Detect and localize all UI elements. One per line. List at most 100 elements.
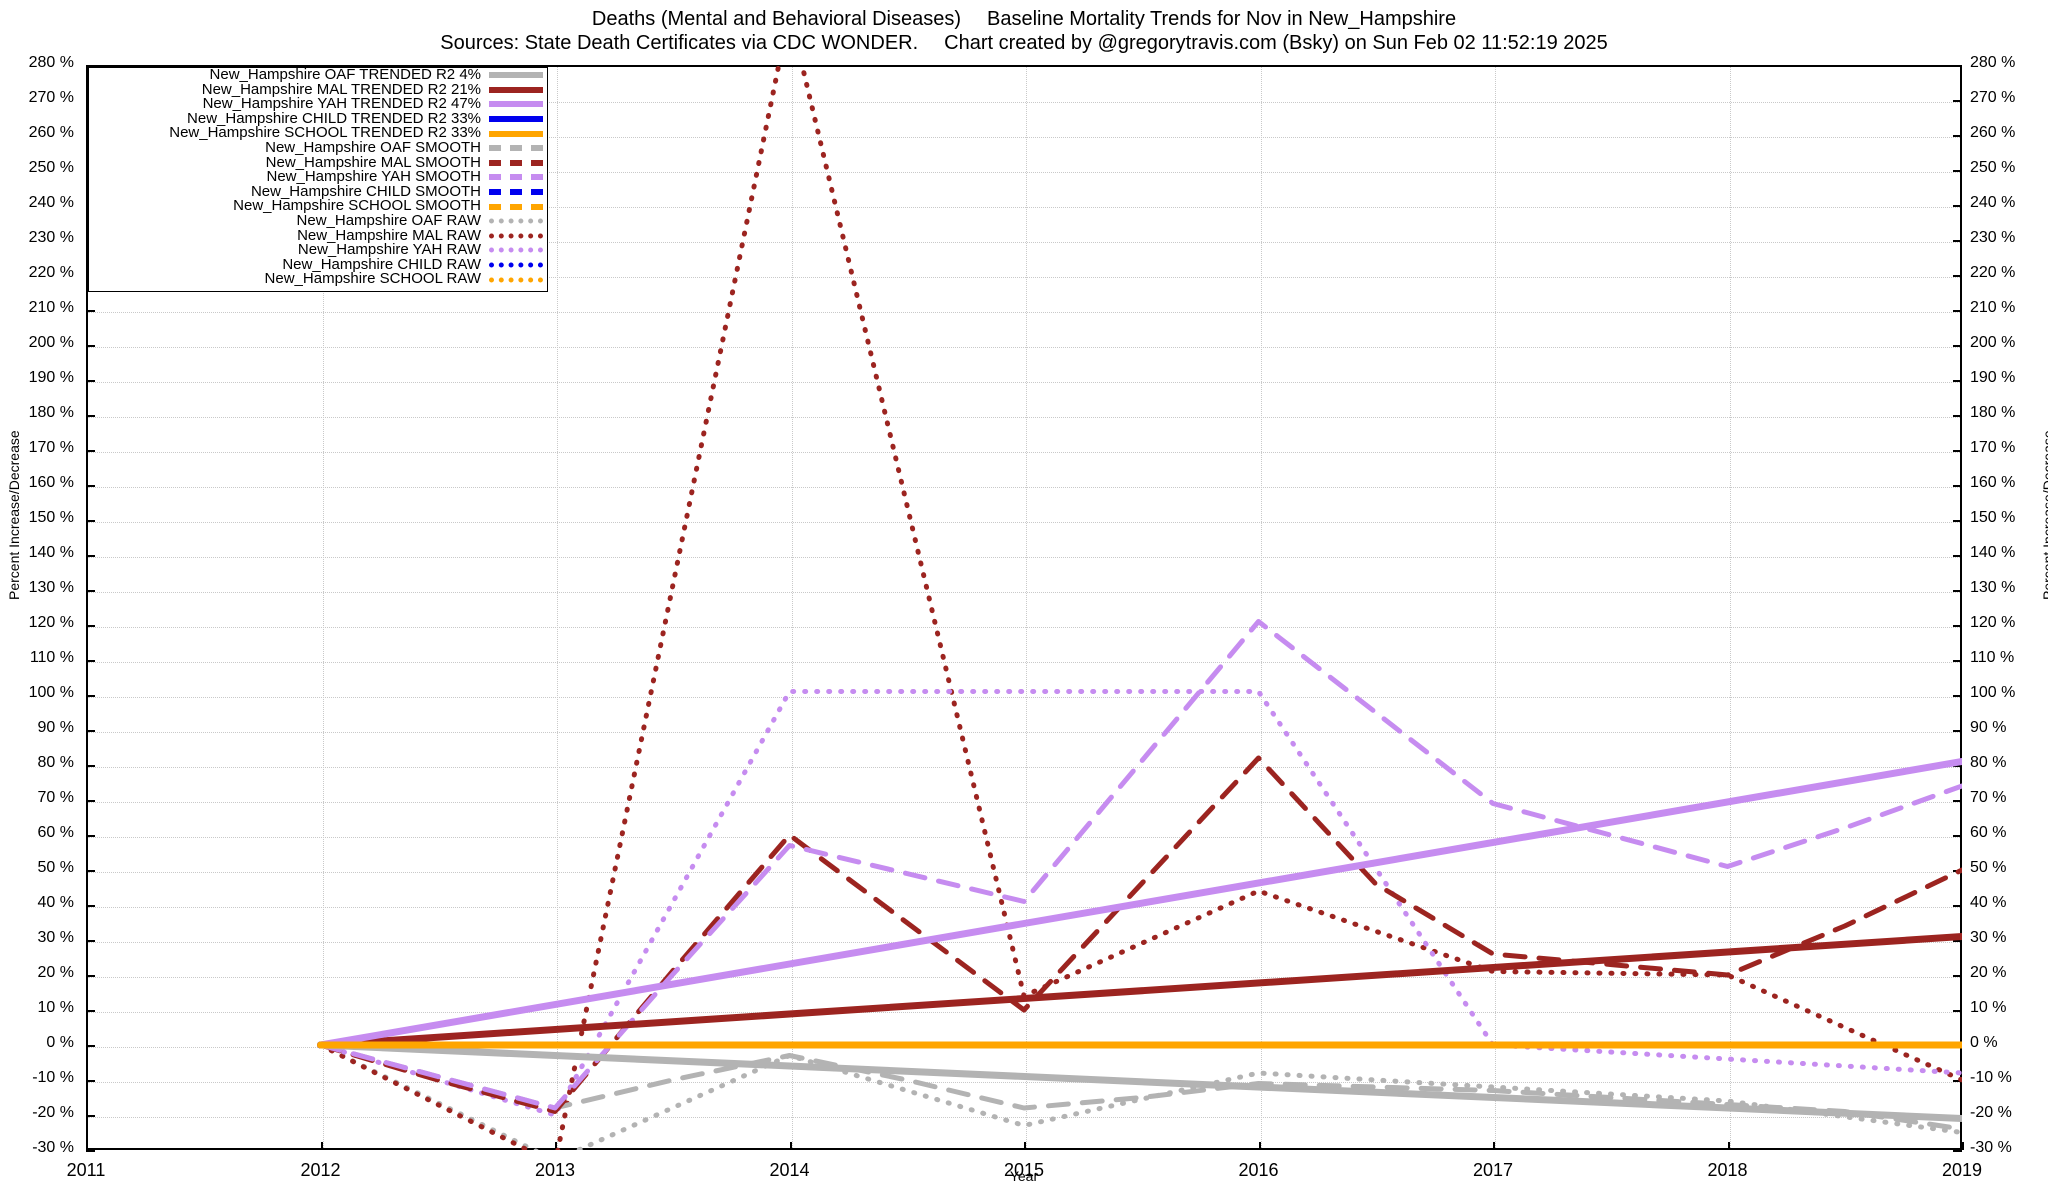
- gridline-horizontal: [88, 662, 1960, 663]
- y-axis-tick: [1953, 870, 1962, 872]
- y-axis-tick: [1953, 520, 1962, 522]
- y-axis-tick: [86, 1010, 95, 1012]
- y-axis-tick: [86, 1150, 95, 1152]
- y-axis-tick: [86, 765, 95, 767]
- y-axis-tick: [86, 835, 95, 837]
- y-axis-tick: [1953, 695, 1962, 697]
- y-axis-tick-label: 50 %: [1970, 859, 2007, 876]
- title-subject: Deaths (Mental and Behavioral Diseases): [591, 8, 961, 30]
- y-axis-tick: [86, 485, 95, 487]
- y-axis-tick-label: 40 %: [37, 894, 74, 911]
- chart-title-line1: Deaths (Mental and Behavioral Diseases) B…: [0, 8, 2048, 31]
- y-axis-tick: [1953, 975, 1962, 977]
- x-axis-tick-label: 2017: [1472, 1160, 1514, 1180]
- legend-swatch-dash-icon: [489, 170, 543, 184]
- x-axis-tick-label: 2015: [1003, 1160, 1045, 1180]
- x-axis-tick: [320, 1142, 323, 1150]
- y-axis-tick-label: 140 %: [28, 544, 74, 561]
- y-axis-tick: [1953, 555, 1962, 557]
- y-axis-tick-label: 150 %: [28, 509, 74, 526]
- legend-item[interactable]: New_Hampshire SCHOOL RAW: [89, 272, 547, 287]
- x-axis-tick: [555, 1142, 557, 1150]
- legend-swatch-dot-icon: [489, 243, 543, 257]
- y-axis-tick-label: 120 %: [28, 614, 74, 631]
- y-axis-tick-label: 210 %: [28, 299, 74, 316]
- y-axis-tick: [86, 695, 95, 697]
- x-axis-tick: [1493, 1142, 1495, 1150]
- title-sources: Sources: State Death Certificates via CD…: [440, 32, 919, 54]
- y-axis-tick: [86, 800, 95, 802]
- y-axis-tick: [86, 555, 95, 557]
- y-axis-tick-label: -30 %: [32, 1139, 74, 1156]
- y-axis-tick-label: -30 %: [1970, 1139, 2012, 1156]
- x-axis-tick-label: 2014: [769, 1160, 810, 1180]
- y-axis-tick-label: 50 %: [37, 859, 74, 876]
- gridline-vertical: [791, 67, 793, 1148]
- x-axis-tick-label: 2011: [66, 1160, 106, 1180]
- y-axis-tick-label: 250 %: [28, 159, 74, 176]
- y-axis-tick: [1953, 590, 1962, 592]
- y-axis-tick-label: 60 %: [1970, 824, 2007, 841]
- y-axis-tick-label: 200 %: [28, 334, 74, 351]
- y-axis-tick-label: 190 %: [1970, 369, 2016, 386]
- y-axis-tick-label: 90 %: [1970, 719, 2007, 736]
- y-axis-tick: [1953, 835, 1962, 837]
- y-axis-tick: [1953, 1080, 1962, 1082]
- y-axis-tick-label: 0 %: [46, 1034, 74, 1051]
- y-axis-tick-label: 30 %: [37, 929, 74, 946]
- y-axis-tick-label: 120 %: [1970, 614, 2016, 631]
- x-axis-tick: [1727, 1142, 1730, 1150]
- gridline-horizontal: [88, 382, 1960, 383]
- y-axis-tick-label: 10 %: [1970, 999, 2007, 1016]
- y-axis-tick: [1953, 1150, 1962, 1152]
- gridline-horizontal: [88, 627, 1960, 628]
- y-axis-tick: [1953, 135, 1962, 137]
- y-axis-tick: [86, 520, 95, 522]
- gridline-horizontal: [88, 732, 1960, 733]
- y-axis-tick-label: 270 %: [1970, 89, 2016, 106]
- y-axis-tick-label: 240 %: [1970, 194, 2016, 211]
- y-axis-tick: [1953, 65, 1962, 67]
- gridline-horizontal: [88, 977, 1960, 978]
- gridline-horizontal: [88, 312, 1960, 313]
- y-axis-tick-label: 260 %: [1970, 124, 2016, 141]
- y-axis-tick-label: 200 %: [1970, 334, 2016, 351]
- y-axis-tick: [86, 415, 95, 417]
- y-axis-tick: [1953, 310, 1962, 312]
- gridline-vertical: [1260, 67, 1262, 1148]
- y-axis-tick-label: -20 %: [32, 1104, 74, 1121]
- title-main: Baseline Mortality Trends for Nov in New…: [987, 8, 1457, 30]
- legend-swatch-dash-icon: [489, 200, 543, 214]
- gridline-horizontal: [88, 697, 1960, 698]
- y-axis-tick-label: 180 %: [1970, 404, 2016, 421]
- gridline-vertical: [1026, 67, 1027, 1148]
- y-axis-tick-label: 180 %: [28, 404, 74, 421]
- gridline-horizontal: [88, 1117, 1960, 1118]
- y-axis-tick: [1953, 380, 1962, 382]
- y-axis-tick-label: 280 %: [28, 54, 74, 71]
- y-axis-tick: [1953, 940, 1962, 942]
- y-axis-tick-label: -10 %: [32, 1069, 74, 1086]
- gridline-horizontal: [88, 1047, 1960, 1048]
- y-axis-tick-label: 250 %: [1970, 159, 2016, 176]
- gridline-horizontal: [88, 417, 1960, 418]
- y-axis-tick-label: 260 %: [28, 124, 74, 141]
- y-axis-tick-label: 220 %: [28, 264, 74, 281]
- y-axis-tick: [1953, 800, 1962, 802]
- y-axis-tick: [86, 310, 95, 312]
- y-axis-label-right: Percent Increase/Decrease: [2040, 430, 2048, 600]
- gridline-horizontal: [88, 487, 1960, 488]
- legend-swatch-dash-icon: [489, 141, 543, 155]
- gridline-horizontal: [88, 942, 1960, 943]
- y-axis-tick-label: 230 %: [1970, 229, 2016, 246]
- y-axis-tick: [1953, 100, 1962, 102]
- x-axis-tick-label: 2016: [1238, 1160, 1279, 1180]
- x-axis-tick: [789, 1142, 792, 1150]
- legend-swatch-solid-icon: [489, 127, 543, 141]
- x-axis-tick-label: 2019: [1941, 1160, 1983, 1180]
- y-axis-tick-label: -10 %: [1970, 1069, 2012, 1086]
- y-axis-tick-label: 170 %: [28, 439, 74, 456]
- y-axis-tick: [1953, 660, 1962, 662]
- y-axis-tick-label: 170 %: [1970, 439, 2016, 456]
- gridline-horizontal: [88, 557, 1960, 558]
